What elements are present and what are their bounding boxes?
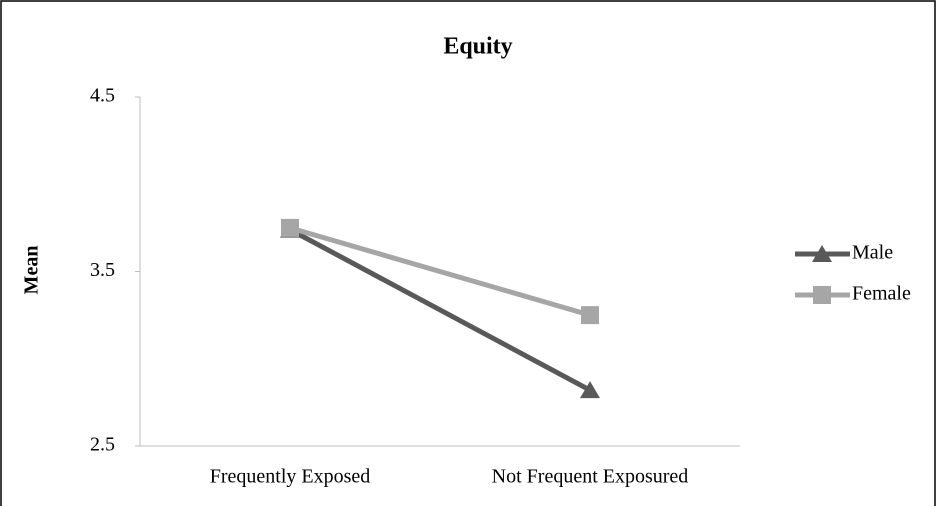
legend-label: Male	[852, 242, 893, 264]
chart-title: Equity	[443, 34, 512, 60]
data-point	[581, 306, 599, 325]
legend-marker	[812, 245, 832, 262]
y-axis-label: Mean	[21, 246, 43, 295]
data-point	[281, 218, 299, 237]
y-tick-label: 3.5	[90, 259, 115, 281]
data-point	[580, 381, 600, 399]
x-tick-label: Not Frequent Exposured	[492, 466, 689, 488]
series-line	[289, 225, 591, 318]
x-tick-label: Frequently Exposed	[210, 466, 371, 488]
legend-marker	[813, 286, 831, 304]
y-tick-label: 4.5	[90, 85, 115, 107]
legend-label: Female	[852, 283, 911, 305]
series-line	[288, 227, 592, 393]
y-tick-label: 2.5	[90, 434, 115, 456]
